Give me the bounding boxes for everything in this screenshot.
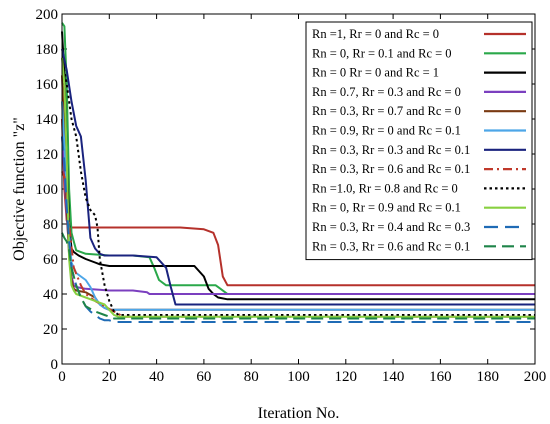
ticks-layer: 0 20 40 60 80 100 120 140 160 180 200 0 20 40 60 80 100 1… xyxy=(36,7,547,385)
legend-label-12: Rn = 0.3, Rr = 0.6 and Rc = 0.1 xyxy=(312,239,470,253)
series-line-11 xyxy=(61,136,535,323)
legend-label-7: Rn = 0.3, Rr = 0.3 and Rc = 0.1 xyxy=(312,143,470,157)
y-tick-label-1: 20 xyxy=(43,322,58,338)
legend-label-5: Rn = 0.3, Rr = 0.7 and Rc = 0 xyxy=(312,104,461,118)
series-line-10 xyxy=(61,57,535,318)
legend: Rn =1, Rr = 0 and Rc = 0 Rn = 0, Rr = 0.1… xyxy=(305,21,533,261)
x-tick-label-7: 140 xyxy=(382,369,405,385)
x-tick-label-9: 180 xyxy=(476,369,499,385)
series-line-12 xyxy=(61,232,535,320)
y-tick-label-5: 100 xyxy=(36,182,59,198)
x-tick-label-4: 80 xyxy=(244,369,259,385)
y-tick-label-2: 40 xyxy=(43,287,58,303)
series-line-7 xyxy=(61,48,535,306)
legend-label-1: Rn =1, Rr = 0 and Rc = 0 xyxy=(312,27,439,41)
series-layer xyxy=(61,22,535,323)
y-tick-label-10: 200 xyxy=(36,7,59,23)
y-tick-label-9: 180 xyxy=(36,42,59,58)
legend-label-2: Rn = 0, Rr = 0.1 and Rc = 0 xyxy=(312,46,452,60)
x-axis-title: Iteration No. xyxy=(258,405,340,422)
y-tick-label-3: 60 xyxy=(43,252,58,268)
legend-label-9: Rn =1.0, Rr = 0.8 and Rc = 0 xyxy=(312,181,458,195)
legend-label-3: Rn = 0 Rr = 0 and Rc = 1 xyxy=(312,66,439,80)
y-tick-label-4: 80 xyxy=(43,217,58,233)
x-tick-label-6: 120 xyxy=(335,369,358,385)
y-tick-label-8: 160 xyxy=(36,77,59,93)
x-tick-label-1: 20 xyxy=(102,369,117,385)
x-tick-label-10: 200 xyxy=(524,369,547,385)
x-tick-label-8: 160 xyxy=(429,369,452,385)
legend-label-11: Rn = 0.3, Rr = 0.4 and Rc = 0.3 xyxy=(312,220,470,234)
plot-frame xyxy=(61,13,536,365)
x-tick-label-3: 60 xyxy=(196,369,211,385)
legend-box xyxy=(305,21,533,261)
legend-label-6: Rn = 0.9, Rr = 0 and Rc = 0.1 xyxy=(312,124,461,138)
y-tick-label-6: 120 xyxy=(36,147,59,163)
x-tick-label-2: 40 xyxy=(149,369,164,385)
legend-label-10: Rn = 0, Rr = 0.9 and Rc = 0.1 xyxy=(312,201,461,215)
y-tick-label-7: 140 xyxy=(36,112,59,128)
y-tick-label-0: 0 xyxy=(51,357,59,373)
x-tick-label-0: 0 xyxy=(58,369,66,385)
legend-label-4: Rn = 0.7, Rr = 0.3 and Rc = 0 xyxy=(312,85,461,99)
y-axis-title: Objective function "z" xyxy=(11,117,28,261)
legend-label-8: Rn = 0.3, Rr = 0.6 and Rc = 0.1 xyxy=(312,162,470,176)
x-tick-label-5: 100 xyxy=(287,369,310,385)
